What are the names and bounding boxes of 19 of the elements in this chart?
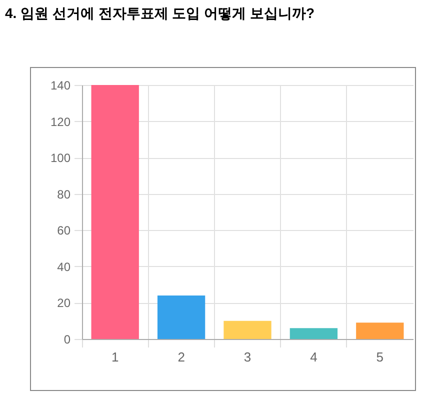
x-tick-label: 4 — [310, 350, 318, 364]
chart-title: 4. 임원 선거에 전자투표제 도입 어떻게 보십니까? — [5, 5, 315, 21]
bar — [290, 328, 338, 339]
y-tick-label: 60 — [57, 224, 71, 238]
y-tick-label: 20 — [57, 296, 71, 310]
y-tick-label: 140 — [50, 78, 71, 92]
bar — [224, 320, 272, 339]
y-tick-label: 80 — [57, 187, 71, 202]
bar — [91, 85, 139, 339]
bar — [356, 322, 404, 339]
bar — [157, 295, 206, 339]
x-tick-label: 5 — [376, 350, 384, 364]
x-tick-label: 1 — [111, 350, 119, 364]
x-tick-label: 3 — [244, 350, 252, 364]
y-tick-label: 0 — [64, 332, 71, 346]
y-tick-label: 100 — [50, 151, 71, 166]
x-tick-label: 2 — [178, 350, 185, 364]
y-tick-label: 40 — [57, 260, 71, 274]
y-tick-label: 120 — [50, 114, 71, 129]
